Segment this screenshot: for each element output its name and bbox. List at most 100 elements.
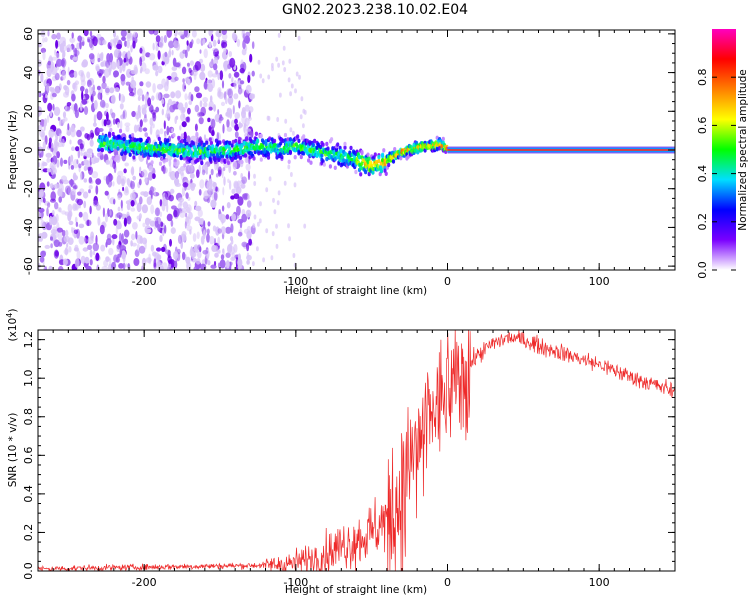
noise-speckle xyxy=(169,165,172,175)
noise-speckle xyxy=(182,251,186,261)
ridge-point xyxy=(299,154,303,160)
noise-speckle xyxy=(95,65,100,72)
noise-speckle xyxy=(203,220,206,230)
noise-speckle xyxy=(207,83,213,92)
noise-speckle xyxy=(132,175,136,181)
ridge-point xyxy=(200,140,204,145)
noise-speckle xyxy=(215,173,219,178)
noise-speckle xyxy=(98,72,102,78)
noise-speckle xyxy=(100,61,105,67)
noise-speckle xyxy=(54,202,59,210)
noise-speckle xyxy=(161,228,165,237)
noise-speckle xyxy=(170,227,176,235)
noise-speckle xyxy=(221,168,224,179)
noise-speckle xyxy=(92,200,99,207)
ridge-point xyxy=(340,161,345,167)
noise-speckle xyxy=(229,57,236,68)
noise-speckle xyxy=(180,113,186,122)
noise-speckle xyxy=(171,49,174,56)
noise-speckle xyxy=(171,128,174,133)
noise-speckle xyxy=(50,198,56,203)
noise-speckle xyxy=(247,74,251,84)
noise-speckle xyxy=(101,82,107,90)
noise-speckle xyxy=(118,263,124,269)
noise-speckle xyxy=(106,53,111,63)
noise-speckle xyxy=(186,204,192,214)
noise-speckle xyxy=(194,86,200,93)
noise-speckle xyxy=(240,183,246,189)
noise-speckle xyxy=(83,30,89,37)
ridge-point xyxy=(208,137,212,142)
ridge-point xyxy=(326,146,330,151)
noise-speckle xyxy=(298,74,301,80)
noise-speckle xyxy=(122,110,126,119)
noise-speckle xyxy=(170,219,174,227)
ridge-point xyxy=(374,159,379,165)
noise-speckle xyxy=(42,51,46,61)
noise-speckle xyxy=(81,90,84,101)
noise-speckle xyxy=(294,88,297,94)
noise-speckle xyxy=(166,108,171,118)
noise-speckle xyxy=(76,42,81,50)
noise-speckle xyxy=(154,207,161,217)
noise-speckle xyxy=(106,111,109,122)
noise-speckle xyxy=(55,213,59,223)
noise-speckle xyxy=(215,30,222,38)
noise-speckle xyxy=(168,259,173,265)
noise-speckle xyxy=(169,238,172,247)
ridge-point xyxy=(131,133,135,138)
noise-speckle xyxy=(104,190,109,196)
noise-speckle xyxy=(116,43,122,50)
noise-speckle xyxy=(207,260,211,266)
noise-speckle xyxy=(179,125,182,131)
noise-speckle xyxy=(68,210,73,218)
ridge-point xyxy=(296,134,300,139)
noise-speckle xyxy=(196,231,200,240)
noise-speckle xyxy=(292,130,295,136)
noise-speckle xyxy=(135,110,140,116)
noise-speckle xyxy=(273,209,277,215)
noise-speckle xyxy=(161,108,164,116)
ridge-point xyxy=(313,138,317,144)
noise-speckle xyxy=(84,133,89,139)
noise-speckle xyxy=(227,178,230,183)
noise-speckle xyxy=(141,107,147,115)
noise-speckle xyxy=(44,265,48,270)
noise-speckle xyxy=(202,97,209,103)
noise-speckle xyxy=(141,169,148,178)
noise-speckle xyxy=(80,71,84,78)
noise-speckle xyxy=(196,38,201,45)
noise-speckle xyxy=(126,39,130,49)
ridge-point xyxy=(339,148,343,154)
noise-speckle xyxy=(287,164,291,170)
noise-speckle xyxy=(70,165,74,170)
noise-speckle xyxy=(76,250,81,260)
noise-speckle xyxy=(79,143,84,150)
noise-speckle xyxy=(209,95,213,103)
noise-speckle xyxy=(220,101,226,107)
ridge-point xyxy=(382,148,386,153)
ridge-point xyxy=(393,147,397,152)
noise-speckle xyxy=(233,243,238,253)
noise-speckle xyxy=(212,47,219,53)
ridge-point xyxy=(354,169,358,175)
ridge-point xyxy=(435,147,439,152)
noise-speckle xyxy=(149,186,154,196)
noise-speckle xyxy=(48,265,53,270)
noise-speckle xyxy=(194,104,200,113)
ridge-point xyxy=(364,169,368,175)
ridge-point xyxy=(183,163,187,168)
noise-speckle xyxy=(108,247,114,256)
ridge-point xyxy=(316,142,320,147)
noise-speckle xyxy=(161,246,166,252)
noise-speckle xyxy=(266,115,270,121)
noise-speckle xyxy=(79,40,82,50)
noise-speckle xyxy=(234,123,240,132)
noise-speckle xyxy=(226,126,233,132)
ridge-point xyxy=(302,134,306,139)
y-tick-label: 0.6 xyxy=(22,447,35,465)
spectrogram-y-axis-label: Frequency (Hz) xyxy=(7,110,19,189)
noise-speckle xyxy=(38,142,41,148)
ridge-point xyxy=(228,146,232,152)
noise-speckle xyxy=(96,85,101,91)
